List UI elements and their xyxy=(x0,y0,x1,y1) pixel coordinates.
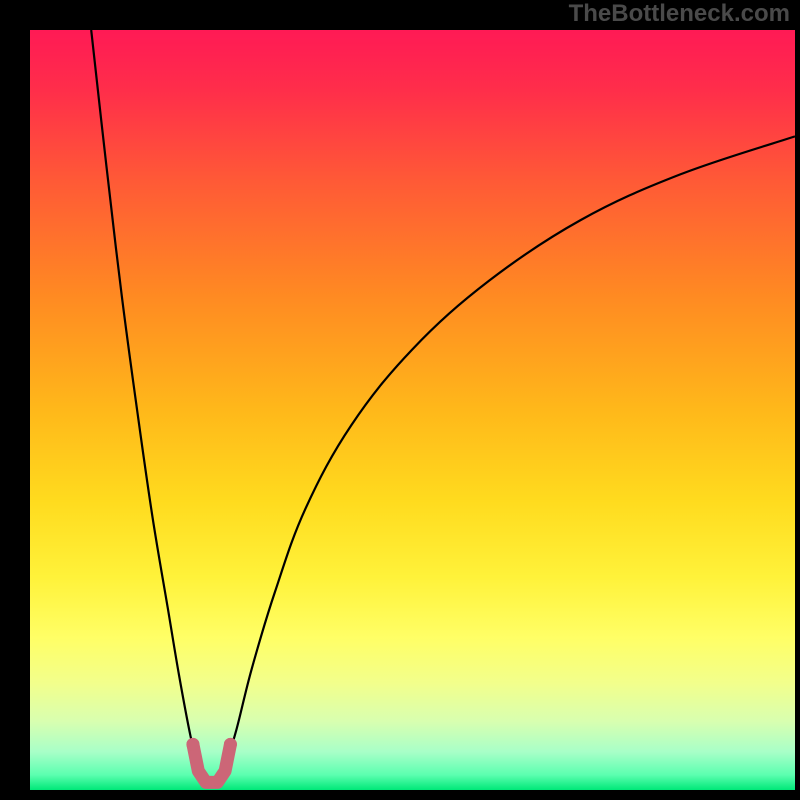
chart-frame: TheBottleneck.com xyxy=(0,0,800,800)
plot-area xyxy=(30,30,795,790)
optimal-marker xyxy=(186,738,236,783)
curve-right-branch xyxy=(225,136,795,767)
watermark-text: TheBottleneck.com xyxy=(569,0,790,28)
curve-left-branch xyxy=(91,30,198,767)
marker-end-dot xyxy=(186,738,199,751)
marker-end-dot xyxy=(224,738,237,751)
bottleneck-curve xyxy=(30,30,795,790)
